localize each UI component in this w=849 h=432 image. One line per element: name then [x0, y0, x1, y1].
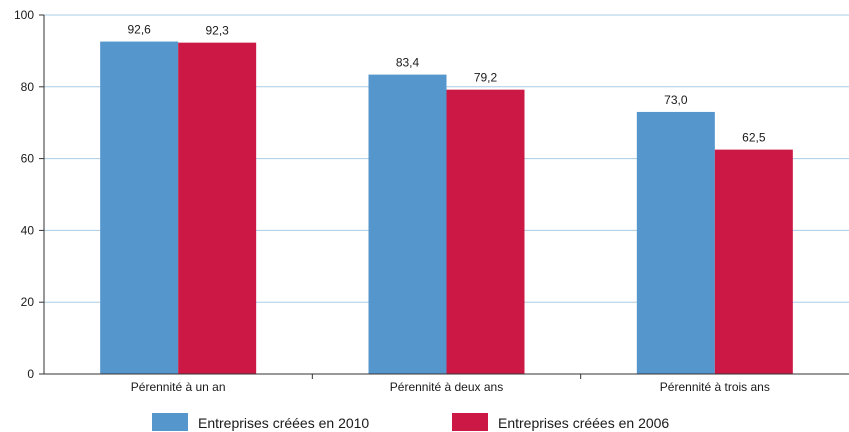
- y-tick-label: 0: [27, 367, 34, 381]
- bar: [636, 111, 715, 375]
- bar: [368, 74, 447, 375]
- bars: 92,6 92,3 83,4 79,2 73,0 62,5: [100, 23, 793, 375]
- bar: [446, 89, 525, 374]
- data-label: 79,2: [474, 71, 498, 85]
- legend-swatch: [452, 413, 488, 431]
- x-tick-label: Pérennité à un an: [131, 380, 226, 394]
- y-tick-label: 100: [14, 8, 34, 22]
- legend-label: Entreprises créées en 2006: [498, 415, 669, 431]
- y-tick-label: 40: [21, 223, 35, 237]
- y-tick-label: 60: [21, 152, 35, 166]
- x-tick-label: Pérennité à deux ans: [390, 380, 503, 394]
- bar: [100, 41, 179, 374]
- y-tick-label: 80: [21, 80, 35, 94]
- y-tick-label: 20: [21, 295, 35, 309]
- legend-swatch: [152, 413, 188, 431]
- legend: Entreprises créées en 2010 Entreprises cr…: [152, 413, 669, 431]
- bar: [714, 149, 793, 374]
- data-label: 73,0: [664, 93, 688, 107]
- data-label: 83,4: [396, 56, 420, 70]
- x-tick-label: Pérennité à trois ans: [660, 380, 770, 394]
- data-label: 62,5: [742, 131, 766, 145]
- legend-label: Entreprises créées en 2010: [198, 415, 369, 431]
- data-label: 92,3: [205, 24, 229, 38]
- bar: [178, 42, 257, 374]
- data-label: 92,6: [127, 23, 151, 37]
- x-axis: Pérennité à un an Pérennité à deux ans Pér…: [44, 373, 849, 394]
- y-axis: 0 20 40 60 80 100: [14, 8, 45, 381]
